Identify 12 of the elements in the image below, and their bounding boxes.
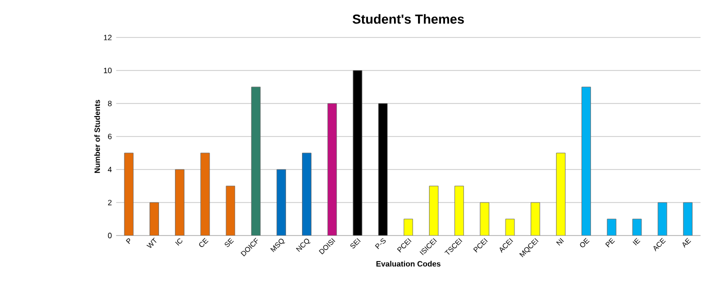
bar xyxy=(582,86,591,236)
bar xyxy=(276,169,286,236)
bar xyxy=(530,202,540,236)
bar xyxy=(404,218,414,236)
bar xyxy=(429,186,438,236)
bar xyxy=(174,169,184,236)
bar xyxy=(226,186,236,236)
chart-title: Student's Themes xyxy=(352,14,464,24)
bar xyxy=(632,218,642,236)
bar xyxy=(251,86,261,236)
bar xyxy=(454,186,464,236)
bar xyxy=(378,103,388,236)
